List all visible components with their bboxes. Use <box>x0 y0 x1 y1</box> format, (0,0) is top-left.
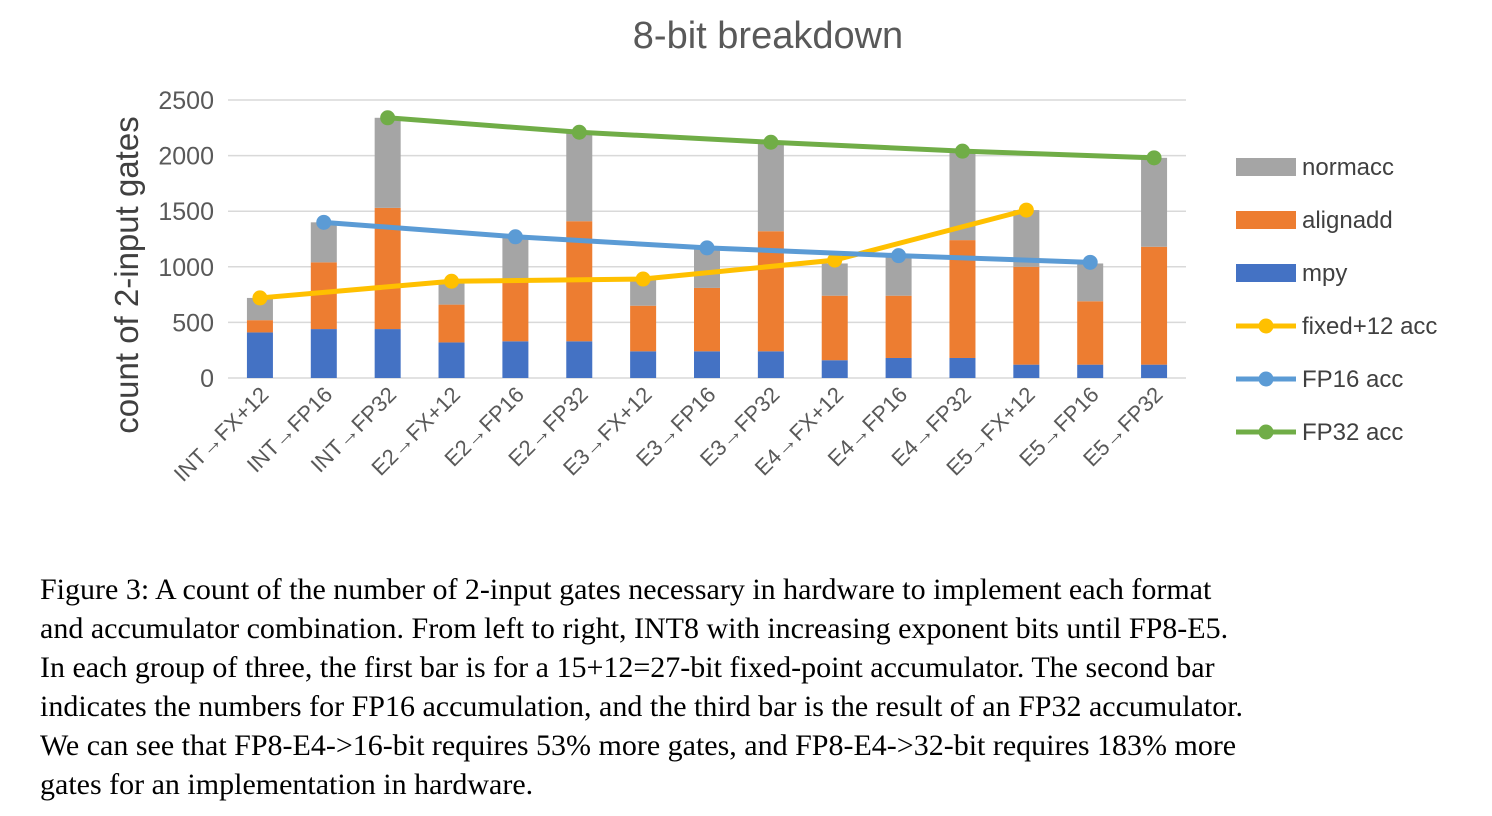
bar-mpy <box>694 351 720 378</box>
bar-mpy <box>566 341 593 378</box>
bar-alignadd <box>694 287 720 352</box>
chart-svg: 8-bit breakdown 0 500 1000 1500 2000 2500 count… <box>108 15 1437 486</box>
bar-alignadd <box>885 295 912 358</box>
bar-normacc <box>757 142 784 232</box>
bar-alignadd <box>246 320 273 333</box>
bar-mpy <box>1141 364 1168 378</box>
bar-mpy <box>885 357 912 378</box>
y-tick-label: 2000 <box>158 143 214 171</box>
bar-alignadd <box>1077 301 1104 365</box>
bar-mpy <box>757 351 784 378</box>
point-FP16-acc <box>316 214 332 230</box>
point-FP32-acc <box>1146 150 1162 166</box>
legend-label: normacc <box>1302 154 1394 181</box>
chart-title: 8-bit breakdown <box>633 15 903 57</box>
bar-mpy <box>310 329 337 378</box>
legend-marker <box>1258 371 1274 387</box>
y-axis-label: count of 2-input gates <box>108 116 145 433</box>
figure-caption: Figure 3: A count of the number of 2-inp… <box>40 570 1470 804</box>
bar-alignadd <box>1013 266 1040 365</box>
point-fixed-12-acc <box>444 273 460 289</box>
y-tick-label: 500 <box>172 309 214 337</box>
caption-line: indicates the numbers for FP16 accumulat… <box>40 690 1244 723</box>
bar-mpy <box>1013 364 1040 378</box>
point-FP32-acc <box>954 143 970 159</box>
legend-swatch <box>1236 211 1296 229</box>
legend-label: FP32 acc <box>1302 419 1403 446</box>
bar-mpy <box>821 360 848 378</box>
bar-mpy <box>630 351 657 378</box>
point-FP32-acc <box>763 134 779 150</box>
bar-normacc <box>374 117 401 208</box>
bar-mpy <box>246 332 273 378</box>
y-tick-label: 1500 <box>158 198 214 226</box>
bar-mpy <box>374 329 401 378</box>
chart: 8-bit breakdown 0 500 1000 1500 2000 2500 count… <box>108 15 1437 486</box>
bar-alignadd <box>310 262 337 330</box>
legend-label: fixed+12 acc <box>1302 313 1437 340</box>
bar-alignadd <box>630 305 657 352</box>
y-tick-label: 1000 <box>158 254 214 282</box>
bar-alignadd <box>502 281 529 342</box>
bar-normacc <box>821 263 848 296</box>
bar-alignadd <box>1141 246 1168 365</box>
bar-normacc <box>438 281 465 305</box>
caption-line: We can see that FP8-E4->16-bit requires … <box>40 729 1237 762</box>
point-FP16-acc <box>507 229 523 245</box>
legend-marker <box>1258 318 1274 334</box>
caption-line: and accumulator combination. From left t… <box>40 612 1229 645</box>
bar-mpy <box>502 341 529 378</box>
point-FP32-acc <box>380 110 396 126</box>
bar-mpy <box>949 357 976 378</box>
caption-line: In each group of three, the first bar is… <box>40 651 1215 684</box>
bar-normacc <box>566 133 593 222</box>
caption-line: Figure 3: A count of the number of 2-inp… <box>40 573 1212 606</box>
point-fixed-12-acc <box>827 252 843 268</box>
legend-label: mpy <box>1302 260 1347 287</box>
bar-mpy <box>1077 364 1104 378</box>
legend-swatch <box>1236 264 1296 282</box>
legend-label: FP16 acc <box>1302 366 1403 393</box>
caption-line: gates for an implementation in hardware. <box>40 768 534 801</box>
legend-marker <box>1258 424 1274 440</box>
y-tick-label: 0 <box>200 365 214 393</box>
point-FP16-acc <box>891 248 907 264</box>
bar-normacc <box>246 297 273 321</box>
bar-mpy <box>438 342 465 378</box>
point-FP16-acc <box>699 240 715 256</box>
bar-alignadd <box>821 295 848 361</box>
point-fixed-12-acc <box>252 290 268 306</box>
bar-normacc <box>1141 157 1168 247</box>
point-FP16-acc <box>1082 254 1098 270</box>
point-fixed-12-acc <box>1018 202 1034 218</box>
legend-label: alignadd <box>1302 207 1393 234</box>
point-FP32-acc <box>571 124 587 140</box>
point-fixed-12-acc <box>635 271 651 287</box>
bar-alignadd <box>438 304 465 343</box>
legend-swatch <box>1236 158 1296 176</box>
y-tick-label: 2500 <box>158 87 214 115</box>
